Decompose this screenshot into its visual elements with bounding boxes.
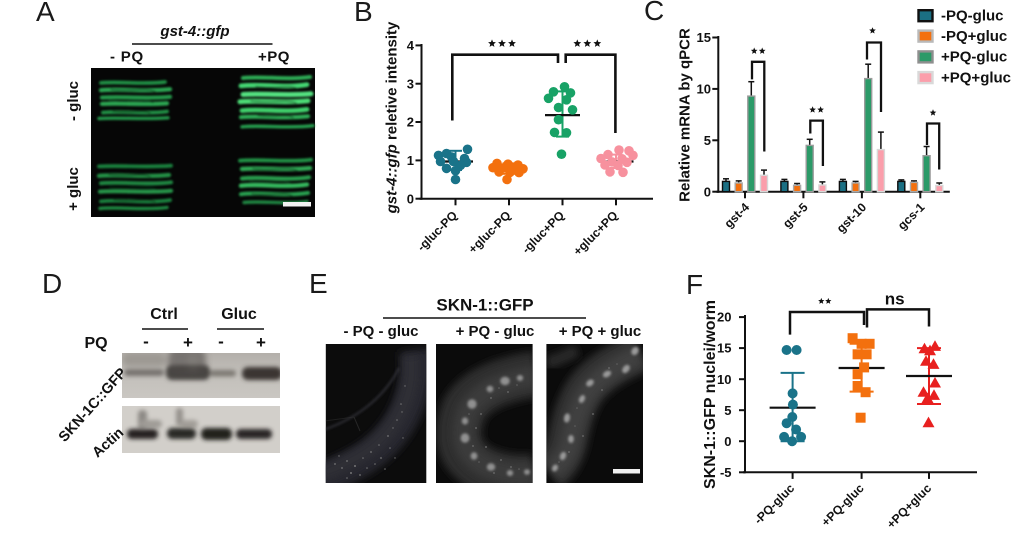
- svg-text:5: 5: [724, 403, 731, 418]
- svg-text:+ gluc: + gluc: [65, 167, 82, 211]
- svg-text:-PQ-gluc: -PQ-gluc: [751, 481, 797, 527]
- svg-text:gcs-1: gcs-1: [895, 200, 928, 233]
- svg-text:+gluc-PQ: +gluc-PQ: [466, 208, 514, 256]
- svg-text:Relative mRNA by qPCR: Relative mRNA by qPCR: [677, 28, 694, 202]
- svg-text:20: 20: [717, 310, 731, 325]
- svg-text:15: 15: [717, 341, 731, 356]
- svg-text:0: 0: [407, 191, 414, 206]
- svg-text:-: -: [143, 332, 149, 351]
- svg-text:SKN-1::GFP nuclei/worm: SKN-1::GFP nuclei/worm: [702, 300, 719, 489]
- svg-text:1: 1: [407, 153, 414, 168]
- svg-text:+PQ+gluc: +PQ+gluc: [884, 481, 934, 531]
- svg-text:- PQ - gluc: - PQ - gluc: [344, 323, 419, 340]
- svg-text:+PQ+gluc: +PQ+gluc: [941, 69, 1011, 86]
- svg-text:PQ: PQ: [84, 335, 107, 352]
- svg-text:15: 15: [697, 30, 711, 45]
- svg-text:10: 10: [717, 372, 731, 387]
- svg-text:- gluc: - gluc: [65, 81, 82, 121]
- svg-text:+PQ: +PQ: [258, 49, 290, 66]
- svg-text:+PQ-gluc: +PQ-gluc: [819, 481, 867, 529]
- svg-text:10: 10: [697, 82, 711, 97]
- svg-text:4: 4: [407, 38, 415, 53]
- svg-text:SKN-1::GFP: SKN-1::GFP: [436, 296, 533, 315]
- svg-text:gst-10: gst-10: [834, 200, 869, 235]
- svg-text:gst-4::gfp: gst-4::gfp: [159, 23, 229, 40]
- svg-text:5: 5: [704, 133, 711, 148]
- svg-text:+gluc+PQ: +gluc+PQ: [570, 208, 620, 258]
- svg-text:-PQ+gluc: -PQ+gluc: [941, 28, 1007, 45]
- svg-text:Ctrl: Ctrl: [150, 306, 178, 323]
- svg-text:3: 3: [407, 76, 414, 91]
- svg-text:0: 0: [704, 184, 711, 199]
- svg-text:+: +: [183, 333, 193, 352]
- svg-text:Gluc: Gluc: [221, 306, 257, 323]
- svg-text:2: 2: [407, 115, 414, 130]
- svg-text:-gluc-PQ: -gluc-PQ: [414, 208, 460, 254]
- svg-text:0: 0: [724, 434, 731, 449]
- svg-text:gst-4::gfp reletive intensity: gst-4::gfp reletive intensity: [384, 21, 401, 214]
- svg-text:gst-5: gst-5: [780, 200, 811, 231]
- svg-text:-PQ-gluc: -PQ-gluc: [941, 8, 1004, 25]
- svg-text:gst-4: gst-4: [722, 200, 753, 231]
- svg-text:-gluc+PQ: -gluc+PQ: [519, 208, 567, 256]
- svg-text:-5: -5: [720, 465, 732, 480]
- svg-text:+ PQ + gluc: + PQ + gluc: [559, 323, 642, 340]
- svg-text:-: -: [218, 332, 224, 351]
- svg-text:+: +: [256, 333, 266, 352]
- svg-text:Actin: Actin: [90, 425, 128, 461]
- svg-text:ns: ns: [885, 290, 905, 309]
- svg-text:- PQ: - PQ: [110, 49, 144, 66]
- svg-text:+PQ-gluc: +PQ-gluc: [941, 49, 1007, 66]
- svg-text:+ PQ - gluc: + PQ - gluc: [456, 323, 535, 340]
